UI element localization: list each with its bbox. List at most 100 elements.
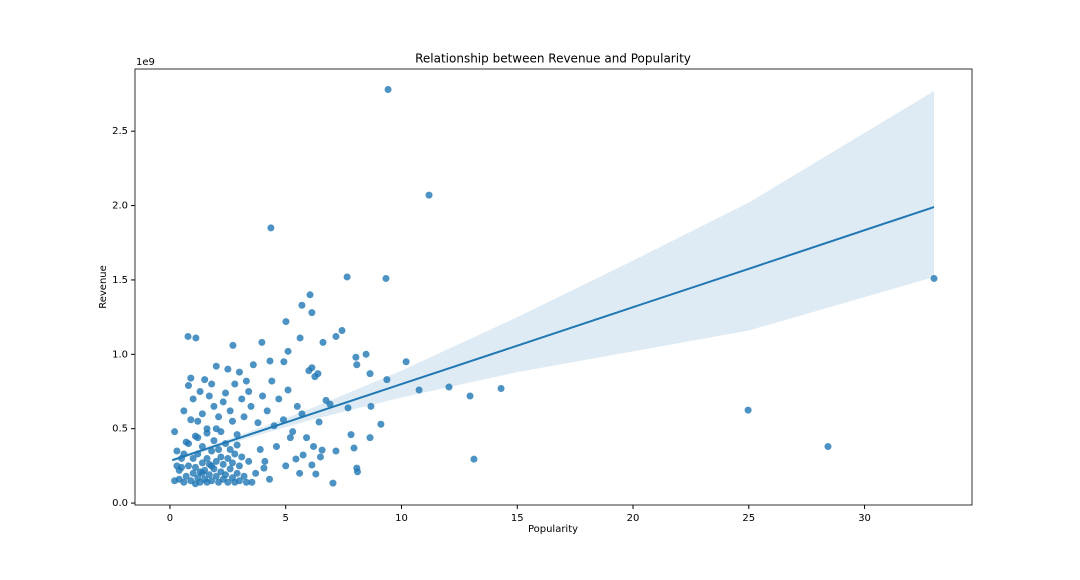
data-point <box>268 377 276 385</box>
data-point <box>194 434 202 442</box>
plot-frame <box>134 68 973 506</box>
data-point <box>350 444 358 452</box>
data-point <box>352 353 360 361</box>
data-point <box>249 361 257 369</box>
data-point <box>217 453 225 461</box>
data-point <box>382 274 390 282</box>
data-point <box>235 462 243 470</box>
data-point <box>311 373 319 381</box>
data-point <box>235 368 243 376</box>
data-point <box>497 385 505 393</box>
data-point <box>310 443 318 451</box>
x-tick-label: 30 <box>858 513 871 524</box>
data-point <box>275 395 283 403</box>
data-point <box>194 417 202 425</box>
data-point <box>354 468 362 476</box>
data-point <box>366 370 374 378</box>
data-point <box>212 425 220 433</box>
data-point <box>208 462 216 470</box>
data-point <box>245 457 253 465</box>
data-point <box>344 404 352 412</box>
data-point <box>212 457 220 465</box>
data-point <box>173 462 181 470</box>
data-point <box>238 453 246 461</box>
x-axis-label: Popularity <box>528 524 578 535</box>
data-point <box>289 428 297 436</box>
data-point <box>208 447 216 455</box>
data-point <box>173 447 181 455</box>
data-point <box>263 407 271 415</box>
y-tick-label: 0.0 <box>112 498 128 509</box>
data-point <box>215 446 223 454</box>
data-point <box>366 434 374 442</box>
data-point <box>247 402 255 410</box>
data-point <box>198 410 206 418</box>
regression-line <box>171 206 935 462</box>
data-point <box>198 459 206 467</box>
data-point <box>233 431 241 439</box>
y-tick-label: 1.5 <box>112 275 128 286</box>
data-point <box>198 443 206 451</box>
data-point <box>212 472 220 480</box>
data-point <box>208 477 216 485</box>
data-point <box>226 465 234 473</box>
data-point <box>332 332 340 340</box>
data-point <box>203 429 211 437</box>
data-point <box>219 398 227 406</box>
x-tick-label: 5 <box>283 513 289 524</box>
data-point <box>203 454 211 462</box>
data-point <box>286 434 294 442</box>
data-point <box>284 347 292 355</box>
data-point <box>266 357 274 365</box>
data-point <box>377 420 385 428</box>
data-point <box>272 443 280 451</box>
data-point <box>180 407 188 415</box>
data-point <box>189 395 197 403</box>
data-point <box>362 350 370 358</box>
data-point <box>226 407 234 415</box>
data-point <box>189 469 197 477</box>
data-point <box>256 446 264 454</box>
data-point <box>258 338 266 346</box>
data-point <box>226 446 234 454</box>
data-point <box>282 462 290 470</box>
data-point <box>318 446 326 454</box>
data-point <box>242 377 250 385</box>
data-point <box>224 478 232 486</box>
y-offset-label: 1e9 <box>136 57 155 68</box>
data-point <box>233 441 241 449</box>
data-point <box>425 191 433 199</box>
data-point <box>240 413 248 421</box>
data-point <box>184 462 192 470</box>
data-point <box>228 459 236 467</box>
data-point <box>353 361 361 369</box>
data-point <box>466 392 474 400</box>
data-point <box>231 450 239 458</box>
data-point <box>384 86 392 94</box>
data-point <box>298 301 306 309</box>
data-point <box>210 402 218 410</box>
confidence-band <box>172 91 935 463</box>
data-point <box>222 471 230 479</box>
data-point <box>224 454 232 462</box>
data-point <box>201 376 209 384</box>
data-point <box>187 374 195 382</box>
data-point <box>296 334 304 342</box>
data-point <box>192 334 200 342</box>
data-point <box>229 341 237 349</box>
data-point <box>238 395 246 403</box>
data-point <box>184 382 192 390</box>
data-point <box>415 386 423 394</box>
data-point <box>219 460 227 468</box>
data-point <box>293 402 301 410</box>
data-point <box>260 464 268 472</box>
data-point <box>175 475 183 483</box>
data-point <box>744 406 752 414</box>
data-point <box>245 388 253 396</box>
data-point <box>242 478 250 486</box>
data-point <box>233 469 241 477</box>
data-point <box>303 434 311 442</box>
data-point <box>252 469 260 477</box>
x-tick-label: 15 <box>511 513 524 524</box>
data-point <box>189 454 197 462</box>
